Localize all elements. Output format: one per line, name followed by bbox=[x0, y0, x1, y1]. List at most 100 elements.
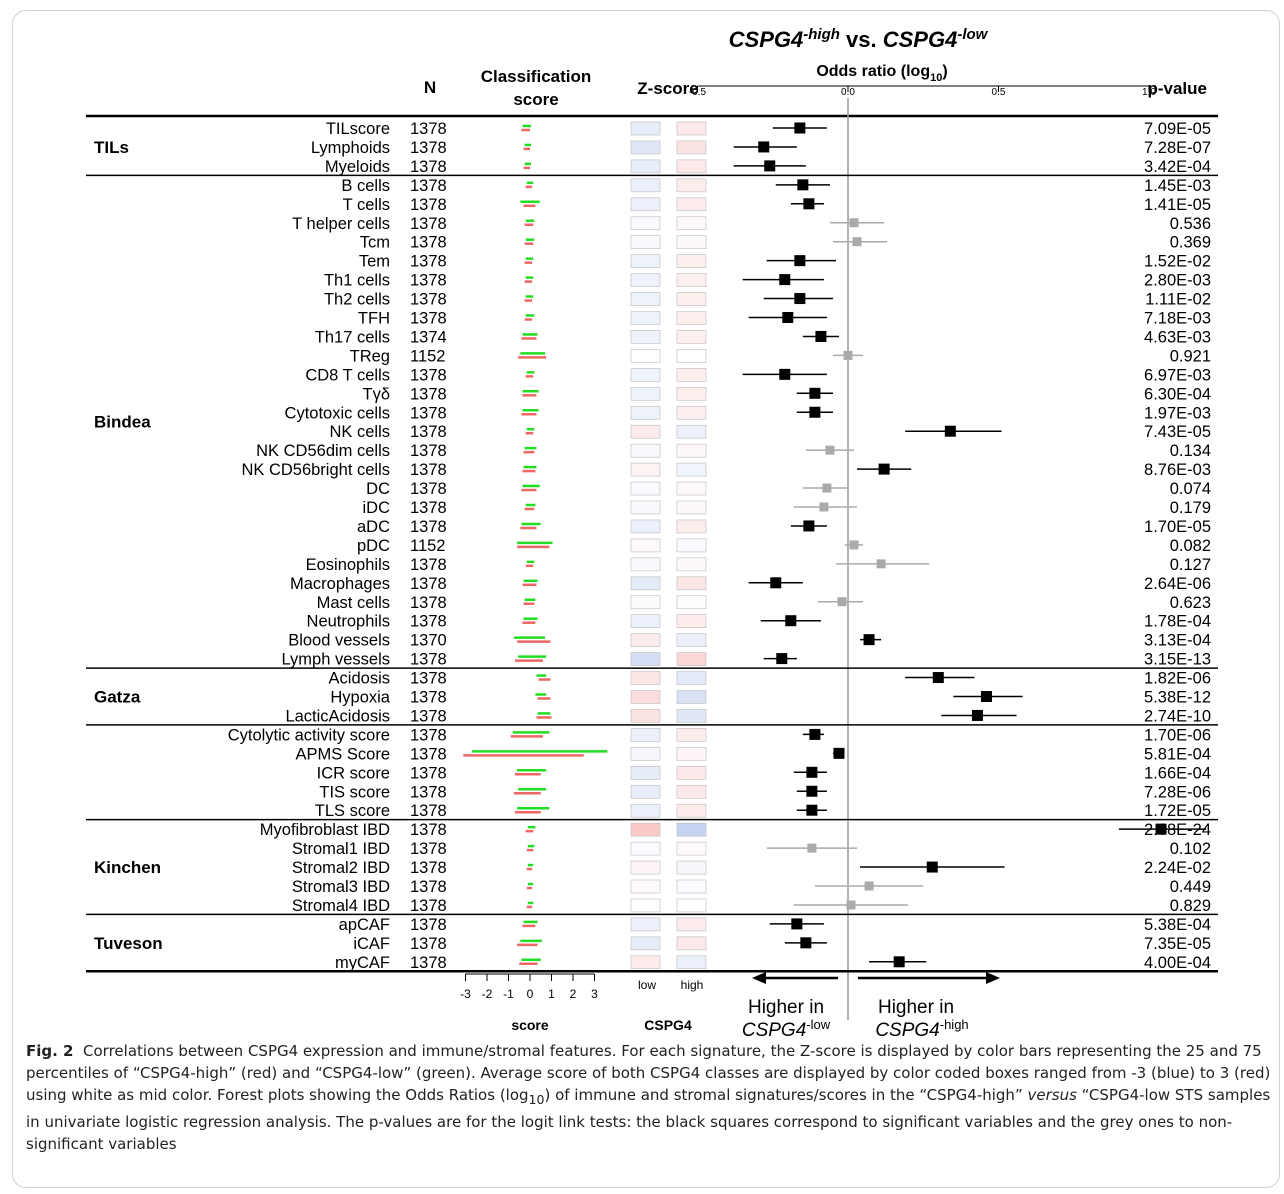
row-pvalue: 1.78E-04 bbox=[1144, 613, 1211, 631]
zscore-high-box bbox=[676, 784, 707, 799]
or-point bbox=[809, 728, 821, 740]
zscore-low-box bbox=[630, 405, 661, 420]
or-point bbox=[791, 918, 803, 930]
row-n: 1378 bbox=[410, 272, 447, 290]
zscore-low-box bbox=[630, 330, 661, 344]
cspg4-high-label: CSPG4-high bbox=[875, 1017, 968, 1040]
row-label: Mast cells bbox=[317, 594, 390, 612]
row-label: Cytotoxic cells bbox=[285, 404, 390, 422]
row-pvalue: 2.88E-24 bbox=[1144, 821, 1211, 839]
zscore-high-box bbox=[676, 140, 707, 155]
row-label: Tcm bbox=[360, 234, 390, 252]
row-label: myCAF bbox=[335, 954, 390, 972]
row-label: Acidosis bbox=[329, 670, 390, 688]
or-point bbox=[971, 709, 983, 721]
zscore-high-box bbox=[676, 936, 707, 951]
zscore-low-box bbox=[630, 822, 661, 837]
row-n: 1378 bbox=[410, 442, 447, 460]
row-n: 1378 bbox=[410, 707, 447, 725]
or-point bbox=[849, 540, 859, 550]
row-pvalue: 3.42E-04 bbox=[1144, 158, 1211, 176]
row-n: 1378 bbox=[410, 670, 447, 688]
zscore-high-box bbox=[676, 747, 707, 761]
group-separators bbox=[86, 174, 1218, 973]
row-pvalue: 1.82E-06 bbox=[1144, 670, 1211, 688]
row-n: 1152 bbox=[410, 347, 445, 365]
row-n: 1378 bbox=[410, 745, 447, 763]
row-label: LacticAcidosis bbox=[285, 707, 390, 725]
row-label: T cells bbox=[343, 196, 390, 214]
row-n: 1370 bbox=[410, 632, 447, 650]
zscore-low-box bbox=[630, 860, 661, 875]
row-label: TIS score bbox=[319, 783, 390, 801]
or-point bbox=[932, 672, 944, 684]
zscore-low-box bbox=[630, 159, 661, 174]
row-n: 1378 bbox=[410, 423, 447, 441]
or-point bbox=[864, 881, 874, 891]
or-point bbox=[779, 274, 791, 286]
or-point bbox=[843, 350, 853, 360]
figure-caption: Fig. 2 Correlations between CSPG4 expres… bbox=[26, 1040, 1271, 1155]
zscore-low-box bbox=[630, 273, 661, 287]
zscore-low-box bbox=[630, 841, 661, 856]
zscore-high-box bbox=[676, 822, 707, 837]
group-label: TILs bbox=[94, 138, 129, 157]
or-point bbox=[776, 653, 788, 665]
zscore-high-box bbox=[676, 235, 707, 249]
or-point bbox=[863, 634, 875, 646]
row-label: APMS Score bbox=[296, 745, 390, 763]
row-n: 1378 bbox=[410, 480, 447, 498]
zscore-low-box bbox=[630, 955, 661, 970]
row-pvalue: 0.536 bbox=[1170, 215, 1211, 233]
row-label: Neutrophils bbox=[307, 613, 390, 631]
zscore-high-box bbox=[676, 841, 707, 856]
row-n: 1378 bbox=[410, 651, 447, 669]
row-label: Myofibroblast IBD bbox=[260, 821, 390, 839]
row-n: 1378 bbox=[410, 840, 447, 858]
or-point bbox=[944, 425, 956, 437]
row-pvalue: 3.15E-13 bbox=[1144, 651, 1211, 669]
zscore-low-box bbox=[630, 178, 661, 193]
row-pvalue: 7.35E-05 bbox=[1144, 935, 1211, 953]
zscore-low-box bbox=[630, 386, 661, 401]
zscore-high-box bbox=[676, 405, 707, 420]
zscore-high-box bbox=[676, 349, 707, 363]
zscore-low-box bbox=[630, 311, 661, 325]
score-tick-label: -1 bbox=[503, 987, 514, 1001]
score-tick-label: -2 bbox=[482, 987, 493, 1001]
zscore-high-box bbox=[676, 803, 707, 818]
group-labels: TILs Bindea Gatza Kinchen Tuveson bbox=[94, 138, 163, 953]
zscore-low-box bbox=[630, 197, 661, 212]
zscore-low-box bbox=[630, 936, 661, 951]
row-label: apCAF bbox=[339, 916, 390, 934]
group-label: Gatza bbox=[94, 688, 141, 707]
or-point bbox=[846, 900, 856, 910]
row-pvalue: 6.30E-04 bbox=[1144, 385, 1211, 403]
row-pvalue: 5.81E-04 bbox=[1144, 745, 1211, 763]
zscore-high-box bbox=[676, 330, 707, 344]
zscore-high-box bbox=[676, 576, 707, 591]
or-point bbox=[770, 577, 782, 589]
table-rows: TILscore 1378 7.09E-05 Lymphoids 1378 7.28E-0… bbox=[228, 120, 1211, 972]
zscore-high-box bbox=[676, 197, 707, 212]
forest-plot-chart: CSPG4-high vs. CSPG4-low N Classificatio… bbox=[86, 26, 1218, 1040]
row-label: Macrophages bbox=[290, 575, 390, 593]
zscore-high-box bbox=[676, 121, 707, 136]
row-label: TLS score bbox=[315, 802, 390, 820]
row-n: 1378 bbox=[410, 139, 447, 157]
score-axis-label: score bbox=[511, 1017, 549, 1033]
figure-frame bbox=[12, 10, 1280, 1188]
zscore-low-box bbox=[630, 235, 661, 249]
or-point bbox=[797, 179, 809, 191]
row-n: 1378 bbox=[410, 764, 447, 782]
zscore-low-box bbox=[630, 254, 661, 268]
zscore-low-box bbox=[630, 216, 661, 231]
row-label: NK CD56bright cells bbox=[241, 461, 390, 479]
row-pvalue: 7.28E-06 bbox=[1144, 783, 1211, 801]
row-label: Tem bbox=[359, 253, 390, 271]
comparison-title: CSPG4-high vs. CSPG4-low bbox=[729, 26, 989, 52]
row-label: Eosinophils bbox=[306, 556, 390, 574]
higher-in-low-label: Higher in bbox=[748, 997, 824, 1018]
row-label: iDC bbox=[363, 499, 391, 517]
or-point bbox=[758, 141, 770, 153]
